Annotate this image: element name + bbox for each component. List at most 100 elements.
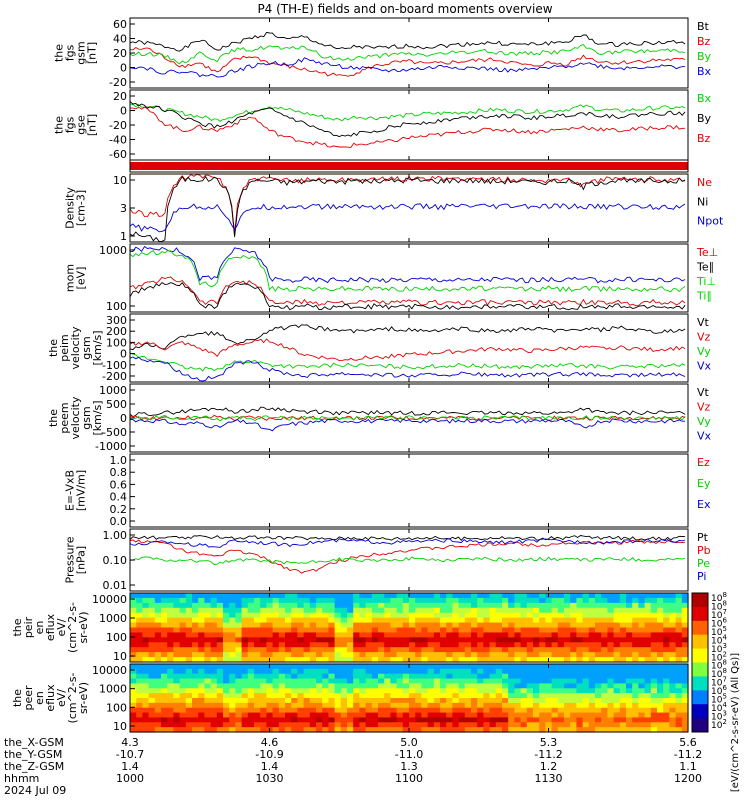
legend-entry: Te∥ [696, 261, 714, 274]
heatmap-cell [588, 632, 596, 638]
heatmap-cell [539, 622, 546, 629]
heatmap-cell [167, 678, 174, 685]
heatmap-cell [421, 664, 429, 670]
heatmap-cell [223, 617, 230, 624]
heatmap-cell [458, 678, 466, 685]
heatmap-cell [396, 717, 404, 723]
heatmap-cell [545, 617, 553, 624]
heatmap-cell [520, 717, 528, 723]
heatmap-cell [613, 683, 621, 689]
heatmap-cell [229, 612, 236, 619]
heatmap-cell [260, 622, 267, 629]
heatmap-cell [136, 637, 143, 643]
heatmap-cell [241, 602, 249, 609]
heatmap-cell [440, 712, 447, 719]
heatmap-cell [508, 727, 515, 733]
heatmap-cell [353, 602, 360, 609]
heatmap-cell [564, 607, 571, 614]
heatmap-cell [216, 602, 224, 609]
heatmap-cell [173, 717, 181, 723]
heatmap-cell [626, 622, 633, 629]
heatmap-cell [471, 632, 478, 638]
heatmap-cell [371, 683, 379, 689]
heatmap-cell [340, 593, 348, 599]
heatmap-cell [681, 597, 689, 604]
heatmap-cell [452, 717, 460, 723]
heatmap-cell [223, 637, 230, 643]
heatmap-cell [626, 597, 633, 604]
heatmap-cell [223, 602, 230, 609]
heatmap-cell [204, 683, 212, 689]
heatmap-cell [452, 597, 460, 604]
heatmap-cell [285, 627, 292, 634]
heatmap-cell [402, 642, 410, 648]
heatmap-cell [477, 678, 484, 685]
heatmap-cell [539, 688, 546, 694]
series-line-moments-temp-3 [129, 281, 686, 311]
y-tick-label: -40 [109, 134, 127, 147]
heatmap-cell [185, 593, 193, 599]
heatmap-cell [514, 668, 522, 675]
heatmap-cell [384, 668, 391, 675]
legend-entry: Te⊥ [696, 246, 718, 259]
heatmap-cell [266, 627, 274, 634]
heatmap-cell [533, 597, 540, 604]
heatmap-cell [551, 632, 559, 638]
heatmap-cell [210, 612, 218, 619]
heatmap-cell [192, 637, 199, 643]
heatmap-cell [291, 637, 298, 643]
heatmap-cell [409, 717, 416, 723]
heatmap-cell [204, 668, 212, 675]
y-tick-label: 0 [120, 348, 127, 361]
heatmap-cell [681, 622, 689, 629]
heatmap-cell [644, 678, 652, 685]
heatmap-cell [303, 698, 311, 704]
heatmap-cell [130, 637, 137, 643]
heatmap-cell [446, 612, 453, 619]
heatmap-cell [644, 673, 652, 680]
heatmap-cell [130, 668, 137, 675]
heatmap-cell [619, 693, 627, 699]
heatmap-cell [657, 632, 664, 638]
heatmap-cell [316, 593, 323, 599]
heatmap-cell [254, 702, 261, 709]
heatmap-cell [495, 622, 503, 629]
heatmap-cell [595, 722, 602, 728]
y-tick-label: 0 [120, 62, 127, 75]
heatmap-cell [601, 602, 608, 609]
heatmap-cell [216, 712, 224, 719]
series-line-peem-velocity-3 [129, 418, 686, 432]
heatmap-cell [303, 607, 311, 614]
heatmap-cell [564, 722, 571, 728]
heatmap-cell [260, 607, 267, 614]
heatmap-cell [551, 622, 559, 629]
heatmap-cell [235, 693, 243, 699]
heatmap-cell [551, 607, 559, 614]
heatmap-cell [142, 652, 150, 658]
heatmap-cell [557, 597, 565, 604]
y-axis-label-line: fgs [64, 116, 77, 133]
heatmap-cell [148, 657, 156, 663]
heatmap-cell [272, 678, 280, 685]
heatmap-cell [241, 717, 249, 723]
heatmap-cell [235, 652, 243, 658]
heatmap-cell [328, 712, 336, 719]
y-axis-label-line: gsm [80, 336, 93, 359]
heatmap-cell [309, 717, 317, 723]
heatmap-cell [675, 712, 683, 719]
heatmap-cell [260, 664, 267, 670]
heatmap-cell [334, 602, 342, 609]
series-line-peem-velocity-2 [129, 414, 686, 422]
heatmap-cell [328, 612, 336, 619]
heatmap-cell [347, 612, 354, 619]
heatmap-cell [223, 607, 230, 614]
heatmap-cell [471, 712, 478, 719]
heatmap-cell [142, 647, 150, 653]
heatmap-cell [533, 688, 540, 694]
heatmap-cell [489, 698, 497, 704]
heatmap-cell [508, 632, 515, 638]
heatmap-cell [533, 727, 540, 733]
heatmap-cell [415, 632, 422, 638]
heatmap-cell [179, 678, 187, 685]
